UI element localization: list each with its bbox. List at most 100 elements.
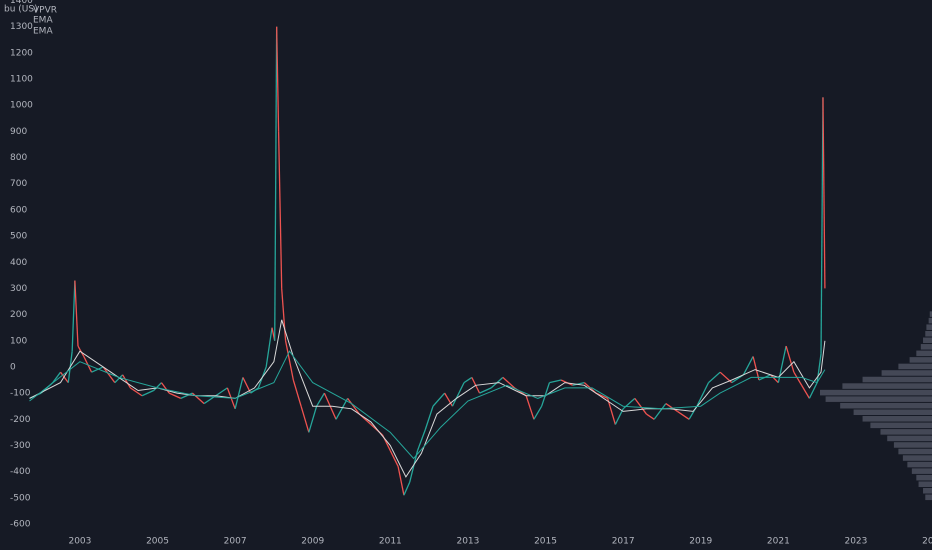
price-segment [665, 403, 678, 412]
price-segment [646, 413, 655, 420]
price-segment [284, 340, 294, 381]
y-tick-label: 1300 [10, 22, 33, 32]
price-segment [180, 392, 193, 399]
volume-bar [880, 429, 932, 435]
price-segment [752, 356, 760, 381]
price-segment [479, 387, 492, 394]
volume-bar [881, 370, 932, 376]
price-segment [281, 288, 287, 341]
volume-bar [925, 330, 932, 337]
volume-bar [923, 487, 932, 494]
y-tick-label: 900 [10, 127, 27, 137]
price-segment [622, 397, 636, 410]
price-segment [122, 374, 131, 389]
y-tick-label: 100 [10, 336, 27, 346]
y-tick-label: 0 [10, 362, 16, 372]
price-segment [215, 387, 228, 397]
volume-bar [928, 317, 932, 324]
y-tick-label: 300 [10, 284, 27, 294]
price-segment [276, 26, 280, 132]
price-segment [549, 379, 562, 384]
y-tick-label: 500 [10, 232, 27, 242]
labels: -600 -500 -400 -300 -200 -100 0 100 200 300 400 500… [10, 0, 932, 547]
x-tick-label: 2007 [224, 537, 247, 547]
price-segment [770, 374, 779, 384]
x-tick-label: 2005 [146, 537, 169, 547]
price-segment [308, 406, 318, 433]
volume-bar [902, 455, 932, 461]
volume-bar [916, 474, 932, 481]
price-segment [52, 371, 62, 384]
x-tick-label: 2013 [456, 537, 479, 547]
price-segment [74, 280, 79, 347]
price-segment [793, 371, 803, 386]
price-segment [801, 384, 810, 399]
x-tick-label: 2017 [612, 537, 635, 547]
price-segment [572, 382, 585, 386]
y-tick-label: -500 [10, 493, 31, 503]
price-segment [102, 366, 116, 384]
volume-bar [926, 324, 932, 330]
volume-bar [920, 344, 932, 350]
price-segment [541, 382, 551, 407]
y-tick-label: -300 [10, 441, 31, 451]
price-segment [292, 379, 302, 407]
volume-bar [911, 468, 932, 474]
y-tick-label: 800 [10, 153, 27, 163]
volume-bar [853, 409, 932, 416]
price-segment [634, 397, 647, 415]
volume-bar [918, 481, 932, 487]
price-segment [71, 280, 76, 352]
legend-vpvr: VPVR [33, 6, 57, 16]
y-tick-label: 600 [10, 205, 27, 215]
price-segment [533, 405, 543, 420]
volume-bar [820, 389, 932, 396]
price-segment [820, 97, 824, 354]
price [29, 26, 826, 496]
volume-bar [862, 376, 932, 383]
volume-bar [840, 402, 932, 409]
ema-line [29, 319, 826, 478]
x-tick-label: 2025 [922, 537, 932, 547]
y-tick-label: -600 [10, 519, 31, 529]
unit-label: bu (US) [4, 5, 38, 15]
price-segment [160, 382, 170, 394]
price-segment [451, 382, 465, 407]
volume-bar [862, 416, 932, 422]
price-segment [696, 382, 710, 407]
price-segment [502, 376, 515, 389]
price-segment [708, 371, 721, 384]
volume-bar [898, 363, 932, 370]
legend-ema: EMA [33, 16, 53, 26]
x-tick-label: 2021 [767, 537, 790, 547]
volume-bar [916, 350, 932, 357]
x-tick-label: 2015 [534, 537, 557, 547]
volume-bar [893, 442, 932, 448]
price-segment [300, 406, 310, 433]
price-segment [653, 403, 667, 420]
price-segment [607, 398, 617, 425]
price-segment [274, 26, 278, 341]
price-segment [234, 377, 244, 409]
price-segment [168, 392, 182, 399]
price-segment [141, 389, 154, 397]
legend-ema: EMA [33, 27, 53, 37]
volume-bar [909, 357, 932, 363]
price-segment [153, 382, 162, 391]
y-tick-label: 700 [10, 179, 27, 189]
price-segment [416, 429, 426, 451]
x-tick-label: 2003 [68, 537, 91, 547]
volume-profile [820, 311, 932, 501]
price-segment [130, 387, 143, 397]
volume-bar [907, 461, 932, 468]
volume-bar [870, 422, 932, 429]
price-segment [614, 408, 624, 425]
price-segment [677, 410, 690, 420]
price-segment [808, 382, 818, 399]
volume-bar [923, 337, 932, 344]
price-segment [335, 398, 349, 420]
price-segment [397, 466, 405, 496]
